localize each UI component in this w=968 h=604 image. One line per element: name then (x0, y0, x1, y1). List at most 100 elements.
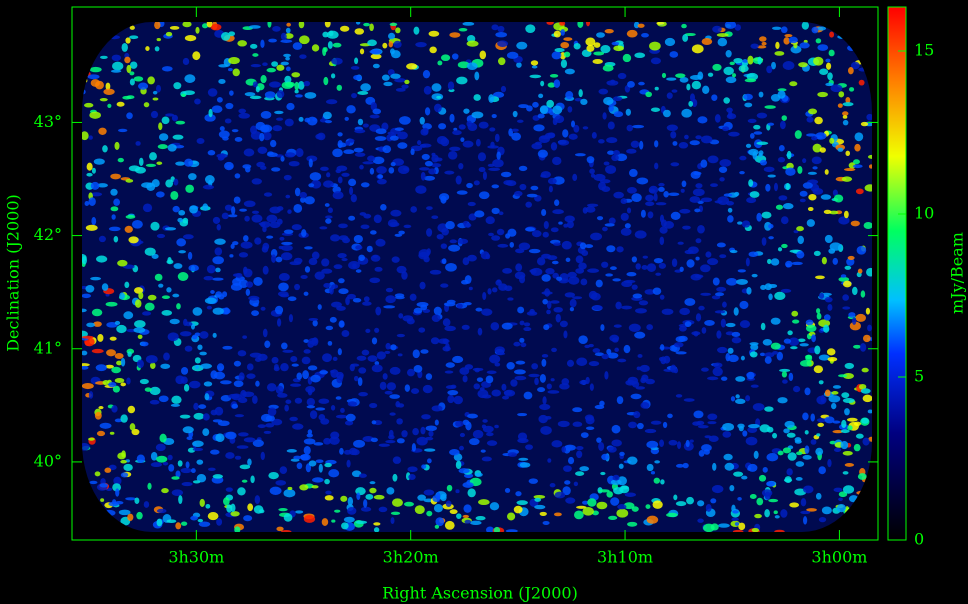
speckle (133, 327, 145, 333)
speckle (682, 34, 688, 42)
speckle (792, 319, 799, 323)
speckle (353, 440, 365, 448)
speckle (796, 477, 803, 481)
speckle (475, 308, 482, 312)
speckle (634, 332, 645, 339)
speckle (407, 369, 415, 377)
speckle (585, 414, 594, 420)
speckle (555, 115, 565, 123)
speckle (96, 256, 107, 263)
speckle (502, 396, 509, 400)
speckle (280, 39, 292, 42)
speckle (834, 448, 841, 452)
speckle (765, 492, 771, 500)
speckle (358, 255, 365, 261)
speckle (321, 258, 329, 266)
speckle (158, 284, 163, 288)
speckle (590, 383, 594, 390)
speckle (361, 224, 370, 229)
speckle (549, 186, 553, 193)
speckle (82, 336, 94, 339)
speckle (774, 183, 778, 192)
speckle (591, 173, 595, 177)
speckle (125, 179, 133, 183)
speckle (176, 303, 181, 309)
speckle (293, 42, 303, 50)
speckle (401, 271, 407, 280)
speckle (580, 99, 587, 105)
speckle (280, 466, 288, 474)
speckle (827, 348, 836, 355)
speckle (413, 27, 419, 35)
speckle (296, 372, 302, 379)
speckle (264, 431, 271, 434)
speckle (596, 502, 607, 510)
speckle (300, 275, 307, 279)
speckle (589, 361, 599, 366)
speckle (660, 237, 665, 246)
speckle (266, 415, 275, 421)
speckle (675, 73, 685, 78)
speckle (238, 113, 250, 119)
speckle (371, 255, 381, 262)
speckle (654, 258, 663, 263)
speckle (463, 375, 468, 382)
speckle (771, 318, 781, 325)
speckle (247, 459, 251, 466)
speckle (619, 452, 625, 456)
speckle (560, 42, 569, 48)
speckle (837, 504, 846, 512)
speckle (118, 129, 127, 132)
speckle (672, 141, 677, 146)
speckle (854, 422, 861, 426)
speckle (286, 67, 291, 72)
speckle (137, 359, 144, 368)
speckle (426, 373, 432, 380)
speckle (735, 376, 745, 382)
speckle (205, 504, 210, 509)
speckle (157, 509, 167, 513)
speckle (121, 358, 125, 367)
speckle (289, 261, 301, 265)
speckle (88, 197, 95, 206)
speckle (414, 365, 423, 373)
speckle (829, 138, 834, 144)
speckle (508, 452, 517, 457)
speckle (431, 215, 438, 219)
speckle (538, 114, 545, 119)
speckle (191, 468, 196, 473)
speckle (374, 527, 379, 532)
speckle (386, 487, 394, 494)
speckle (514, 369, 526, 374)
speckle (276, 118, 283, 121)
speckle (219, 131, 230, 139)
speckle (456, 513, 461, 519)
speckle (195, 357, 201, 363)
speckle (739, 171, 745, 174)
speckle (417, 302, 429, 307)
speckle (145, 387, 152, 391)
speckle (372, 420, 377, 424)
speckle (425, 437, 433, 441)
speckle (106, 302, 118, 307)
speckle (415, 42, 427, 47)
speckle (662, 73, 666, 78)
speckle (625, 492, 636, 496)
speckle (553, 307, 562, 313)
speckle (474, 210, 484, 217)
speckle (857, 246, 867, 255)
speckle (365, 329, 370, 333)
speckle (507, 297, 513, 300)
speckle (226, 504, 232, 512)
speckle (441, 54, 450, 61)
speckle (168, 144, 177, 152)
speckle (390, 412, 396, 415)
speckle (129, 35, 138, 39)
speckle (580, 242, 586, 249)
speckle (272, 357, 279, 364)
speckle (572, 407, 582, 412)
speckle (331, 405, 335, 411)
speckle (772, 351, 778, 355)
speckle (529, 309, 534, 314)
speckle (601, 186, 610, 192)
